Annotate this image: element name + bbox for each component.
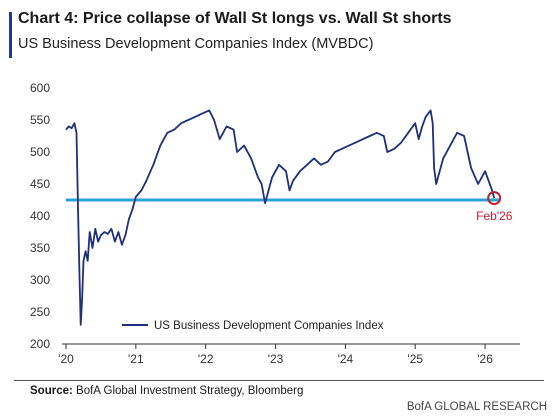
title-accent-bar [9, 12, 12, 58]
y-tick-label: 350 [30, 241, 50, 255]
chart-title: Chart 4: Price collapse of Wall St longs… [18, 10, 452, 27]
x-tick-label: '21 [128, 352, 144, 366]
y-tick-label: 450 [30, 177, 50, 191]
annotation-circle [487, 191, 502, 206]
source-divider [14, 380, 544, 381]
legend-label: US Business Development Companies Index [154, 320, 384, 332]
x-tick-label: '24 [338, 352, 354, 366]
x-tick-label: '25 [407, 352, 423, 366]
y-tick-label: 600 [30, 81, 50, 95]
x-tick-label: '26 [477, 352, 493, 366]
y-tick-label: 400 [30, 209, 50, 223]
x-tick-label: '20 [58, 352, 74, 366]
brand-label: BofA GLOBAL RESEARCH [406, 401, 547, 413]
series-line [65, 109, 496, 326]
x-tick-label: '22 [198, 352, 214, 366]
y-tick-label: 550 [30, 113, 50, 127]
annotation-label: Feb'26 [476, 209, 513, 223]
x-tick-label: '23 [268, 352, 284, 366]
y-tick-label: 500 [30, 145, 50, 159]
y-tick-label: 300 [30, 273, 50, 287]
chart-subtitle: US Business Development Companies Index … [18, 36, 374, 52]
source-text: BofA Global Investment Strategy, Bloombe… [72, 385, 304, 397]
line-chart: 200 250 300 350 400 450 500 550 600 '20 '21 '22 '23 '… [30, 81, 520, 366]
source-note: Source: BofA Global Investment Strategy,… [30, 385, 303, 397]
source-label: Source: [30, 385, 73, 397]
y-tick-label: 200 [30, 337, 50, 351]
y-tick-label: 250 [30, 305, 50, 319]
